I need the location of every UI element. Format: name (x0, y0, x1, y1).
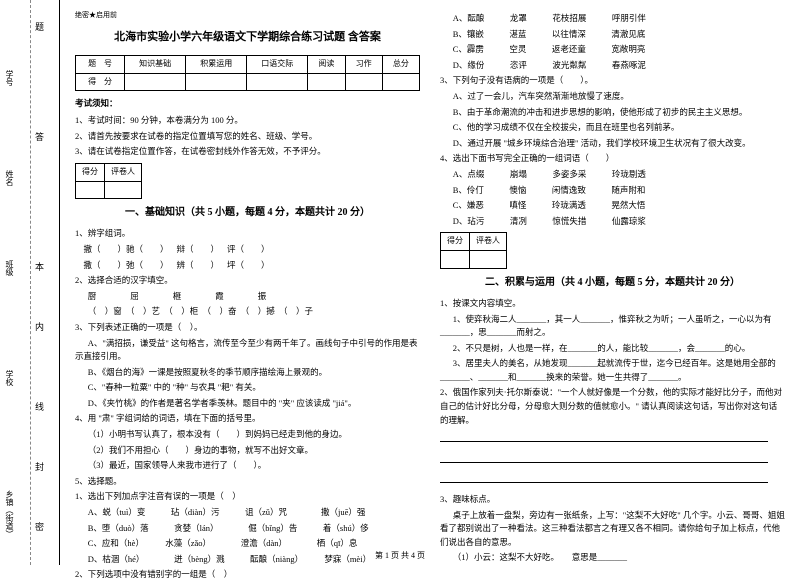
q5-3-opt: A、过了一会儿，汽车突然渐渐地放慢了速度。 (440, 90, 785, 104)
q5-4-opt: D、玷污 清冽 惊慌失措 仙露琼浆 (440, 215, 785, 229)
q2-chars: 厨 屈 榧 霞 振 (75, 290, 420, 304)
q5-3: 3、下列句子没有语病的一项是（ ）。 (440, 74, 785, 88)
q5-4-opt: B、伶仃 懊恼 闲情逸致 随声附和 (440, 184, 785, 198)
q4-item: （3）最近，国家领导人来我市进行了（ ）。 (75, 459, 420, 473)
margin-seal-char: 题 (35, 20, 44, 33)
q1-head: 1、辨字组词。 (75, 227, 420, 241)
binding-margin: 乡镇（街道） 学校 班级 姓名 学号 题答本内线封密 (0, 0, 60, 565)
notice-heading: 考试须知： (75, 97, 420, 111)
notice-item: 2、请首先按要求在试卷的指定位置填写您的姓名、班级、学号。 (75, 130, 420, 144)
q2-1-head: 1、按课文内容填空。 (440, 297, 785, 311)
answer-blank (440, 432, 768, 442)
q2-1-item: 2、不只是树，人也是一样，在_______的人，能比较_______，会____… (440, 342, 785, 356)
q5-1-opt: C、应和（hè） 水藻（zǎo） 澄澹（dàn） 栖（qī）息 (75, 537, 420, 551)
section1-title: 一、基础知识（共 5 小题，每题 4 分，本题共计 20 分） (75, 205, 420, 221)
margin-field-label: 学校 (4, 370, 15, 386)
q5-4: 4、选出下面书写完全正确的一组词语（ ） (440, 152, 785, 166)
q3-opt: A、"满招损，谦受益" 这句格言，流传至今至少有两千年了。画线句子中引号的作用是… (75, 337, 420, 364)
right-opt: A、酝酿 龙罩 花枝招展 呼朋引伴 (440, 12, 785, 26)
q5-3-opt: B、由于革命潮流的冲击和进步思想的影响，使他形成了初步的民主主义思想。 (440, 106, 785, 120)
q2-1-item: 3、居里夫人的美名，从她发现_______起就流传于世，迄今已经百年。这是她用全… (440, 357, 785, 384)
q2-3-body: 桌子上放着一盘梨，旁边有一张纸条，上写："这梨不大好吃" 几个字。小云、哥哥、姐… (440, 509, 785, 550)
section2-title: 二、积累与运用（共 4 小题，每题 5 分，本题共计 20 分） (440, 275, 785, 291)
margin-field-label: 乡镇（街道） (4, 490, 15, 538)
q4-item: （1）小明书写认真了，根本没有（ ）到妈妈已经走到他的身边。 (75, 428, 420, 442)
q3-opt: C、"春种一粒粟" 中的 "种" 与农具 "耙" 有关。 (75, 381, 420, 395)
answer-blank (440, 473, 768, 483)
table-row: 题 号 知识基础 积累运用 口语交际 阅读 习作 总分 (76, 55, 420, 73)
right-opt: B、镶嵌 湛蓝 以往情深 清澈见底 (440, 28, 785, 42)
margin-seal-char: 内 (35, 320, 44, 333)
q5-3-opt: D、通过开展 "城乡环境综合治理" 活动，我们学校环境卫生状况有了很大改变。 (440, 137, 785, 151)
table-row: 得 分 (76, 73, 420, 91)
q5-1-opt: D、枯涸（hé） 迸（bèng）溅 酝酿（niàng） 梦寐（mèi） (75, 553, 420, 567)
page-footer: 第 1 页 共 4 页 (375, 550, 425, 561)
right-opt: C、霹雳 空灵 返老还童 宽敞明亮 (440, 43, 785, 57)
q3-head: 3、下列表述正确的一项是（ ）。 (75, 321, 420, 335)
q2-2: 2、俄国作家列夫·托尔斯泰说："一个人就好像是一个分数，他的实际才能好比分子，而… (440, 386, 785, 427)
score-mini-table-2: 得分评卷人 (440, 232, 507, 269)
q2-3-item: （1）小云：这梨不大好吃。 意思是_______ (440, 551, 785, 565)
q5-2: 2、下列选项中没有错别字的一组是（ ） (75, 568, 420, 582)
q4-item: （2）我们不用担心（ ）身边的事物，就写不出好文章。 (75, 444, 420, 458)
notice-item: 3、请在试卷指定位置作答，在试卷密封线外作答无效，不予评分。 (75, 145, 420, 159)
q5-1-opt: A、蜕（tuì）变 玷（diàn）污 诅（zǔ）咒 撒（juē）强 (75, 506, 420, 520)
right-opt: D、缘份 恣评 波光粼粼 春燕啄泥 (440, 59, 785, 73)
q2-3-head: 3、趣味标点。 (440, 493, 785, 507)
q1-row: 撤（ ）驰（ ）辩（ ）评（ ） (84, 243, 421, 257)
score-mini-table: 得分评卷人 (75, 163, 142, 200)
margin-seal-char: 线 (35, 400, 44, 413)
exam-title: 北海市实验小学六年级语文下学期综合练习试题 含答案 (75, 29, 420, 47)
q2-1-item: 1、使弈秋海二人_______，其一人_______，惟弈秋之为听；一人虽听之，… (440, 313, 785, 340)
q3-opt: B、《烟台的海》一课是按照夏秋冬的季节顺序描绘海上景观的。 (75, 366, 420, 380)
margin-seal-char: 密 (35, 520, 44, 533)
q5-4-opt: A、点缀 崩塌 多姿多采 玲珑剔透 (440, 168, 785, 182)
score-table: 题 号 知识基础 积累运用 口语交际 阅读 习作 总分 得 分 (75, 55, 420, 92)
q5-1-opt: B、堕（duò）落 贪婪（lán） 倔（bǐng）告 着（shú）侈 (75, 522, 420, 536)
margin-seal-char: 封 (35, 460, 44, 473)
q1-row: 撒（ ）弛（ ）辨（ ）坪（ ） (84, 259, 421, 273)
q5-3-opt: C、他的学习成绩不仅在全校拔尖，而且在班里也名列前茅。 (440, 121, 785, 135)
q2-head: 2、选择合适的汉字填空。 (75, 274, 420, 288)
answer-blank (440, 453, 768, 463)
margin-field-label: 班级 (4, 260, 15, 276)
secrecy-header: 绝密★启用前 (75, 10, 420, 21)
q2-line: （ ）窗 （ ）艺 （ ）柜 （ ）奋 （ ）撼 （ ）子 (75, 305, 420, 319)
column-right: A、酝酿 龙罩 花枝招展 呼朋引伴 B、镶嵌 湛蓝 以往情深 清澈见底 C、霹雳… (440, 10, 785, 560)
q4-head: 4、用 "肃" 字组词给的词语，填在下面的括号里。 (75, 412, 420, 426)
q5-head: 5、选择题。 (75, 475, 420, 489)
margin-field-label: 学号 (4, 70, 15, 86)
margin-field-label: 姓名 (4, 170, 15, 186)
column-left: 绝密★启用前 北海市实验小学六年级语文下学期综合练习试题 含答案 题 号 知识基… (75, 10, 420, 560)
notice-item: 1、考试时间：90 分钟，本卷满分为 100 分。 (75, 114, 420, 128)
q5-1: 1、选出下列加点字注音有误的一项是（ ） (75, 490, 420, 504)
q5-4-opt: C、嫌恶 嗔怪 玲珑满透 晃然大悟 (440, 199, 785, 213)
q3-opt: D、《夹竹桃》的作者是著名学者季羡林。题目中的 "夹" 应该读成 "jiá"。 (75, 397, 420, 411)
fold-dashed-line (30, 0, 31, 565)
margin-seal-char: 答 (35, 130, 44, 143)
margin-seal-char: 本 (35, 260, 44, 273)
